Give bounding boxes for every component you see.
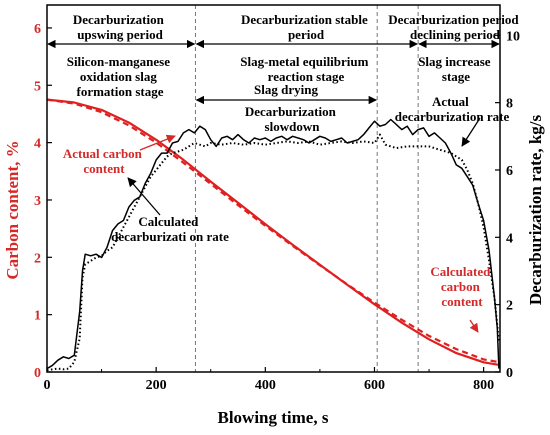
annotation-actual-carbon: Actual carbon content [63, 146, 145, 176]
period-headers: Decarburization upswing period Decarburi… [73, 12, 522, 42]
y-left-axis-title: Carbon content, % [3, 140, 22, 279]
y-left-tick-label: 0 [34, 366, 41, 381]
y-left-tick-label: 1 [34, 309, 41, 324]
x-tick-label: 200 [146, 378, 167, 393]
y-left-tick-label: 2 [34, 251, 41, 266]
x-axis-title: Blowing time, s [218, 408, 329, 427]
annotation-actual-rate: Actual decarburization rate [395, 94, 510, 124]
stage-slag-drying-label: Slag drying [254, 82, 318, 97]
stage-slag-increase-label: Slag increase stage [418, 54, 494, 84]
y-right-tick-label: 0 [506, 366, 513, 381]
x-tick-label: 600 [364, 378, 385, 393]
annotation-calculated-rate: Calculated decarburizati on rate [111, 214, 229, 244]
y-right-tick-label: 8 [506, 97, 513, 112]
y-left-tick-label: 6 [34, 22, 41, 37]
annotations: Decarburization slowdown Actual decarbur… [63, 94, 510, 333]
annotation-calculated-carbon: Calculated carbon content [430, 264, 493, 309]
x-tick-label: 400 [255, 378, 276, 393]
stage-labels: Silicon-manganese oxidation slag formati… [67, 54, 494, 99]
arrow-actual-carbon [139, 134, 176, 151]
stage-silicon-manganese-label: Silicon-manganese oxidation slag formati… [67, 54, 174, 99]
y-right-tick-label: 4 [506, 231, 513, 246]
period-upswing-label: Decarburization upswing period [73, 12, 167, 42]
series-calculated-carbon-content [46, 98, 501, 364]
plot-frame [46, 4, 501, 373]
period-separators [194, 5, 419, 372]
x-axis-ticks: 0 200 400 600 800 [44, 367, 494, 393]
y-right-axis-title: Decarburization rate, kg/s [526, 114, 545, 305]
series-layer [46, 98, 501, 372]
y-left-tick-label: 5 [34, 79, 41, 94]
series-actual-decarburization-rate [46, 118, 500, 370]
arrow-calculated-rate [127, 177, 161, 216]
annotation-slowdown: Decarburization slowdown [245, 104, 339, 134]
y-left-axis-ticks: 0 1 2 3 4 5 6 [34, 22, 52, 381]
arrow-calculated-carbon [469, 319, 479, 333]
x-tick-label: 0 [44, 378, 51, 393]
stage-slag-metal-label: Slag-metal equilibrium reaction stage [240, 54, 371, 84]
series-actual-carbon-content [46, 98, 501, 367]
y-right-tick-label: 10 [506, 29, 520, 44]
y-right-tick-label: 2 [506, 299, 513, 314]
period-brackets [47, 39, 500, 105]
period-declining-label: Decarburization period declining period [388, 12, 522, 42]
x-tick-label: 800 [473, 378, 494, 393]
y-right-axis-ticks: 0 2 4 6 8 10 [495, 29, 520, 381]
arrow-actual-rate [461, 117, 481, 147]
period-stable-label: Decarburization stable period [241, 12, 371, 42]
y-left-tick-label: 4 [34, 137, 41, 152]
y-left-tick-label: 3 [34, 194, 41, 209]
series-calculated-decarburization-rate [46, 133, 500, 372]
y-right-tick-label: 6 [506, 164, 513, 179]
